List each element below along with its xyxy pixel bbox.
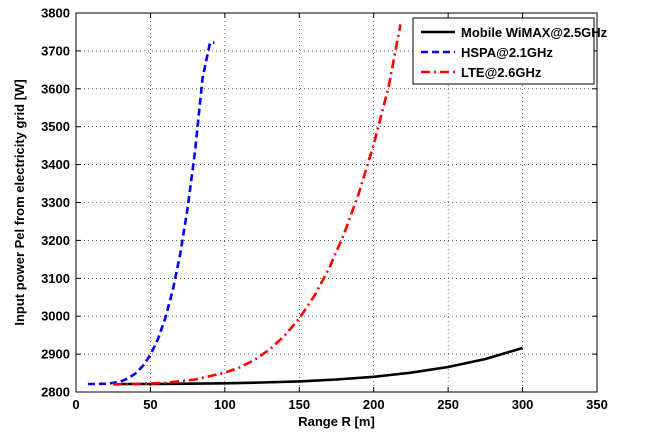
grid — [76, 13, 597, 392]
y-tick-label: 3700 — [41, 43, 70, 58]
y-tick-label: 3300 — [41, 195, 70, 210]
y-tick-label: 2900 — [41, 347, 70, 362]
legend-label: LTE@2.6GHz — [461, 65, 542, 80]
y-tick-label: 3500 — [41, 119, 70, 134]
x-tick-label: 50 — [143, 397, 157, 412]
y-tick-label: 3000 — [41, 309, 70, 324]
y-tick-label: 3200 — [41, 233, 70, 248]
legend-label: Mobile WiMAX@2.5GHz — [461, 25, 608, 40]
legend: Mobile WiMAX@2.5GHz HSPA@2.1GHz LTE@2.6GHz — [412, 17, 608, 85]
y-tick-label: 3100 — [41, 271, 70, 286]
x-tick-label: 100 — [214, 397, 236, 412]
x-tick-label: 300 — [512, 397, 534, 412]
y-tick-label: 3400 — [41, 157, 70, 172]
axis-ticks: 0 50 100 150 200 250 300 350 2800 2900 3000 3100 320… — [41, 6, 608, 413]
x-tick-label: 200 — [363, 397, 385, 412]
y-tick-label: 2800 — [41, 385, 70, 400]
x-tick-label: 0 — [72, 397, 79, 412]
x-tick-label: 350 — [586, 397, 608, 412]
series-line — [120, 346, 523, 386]
y-tick-label: 3600 — [41, 81, 70, 96]
x-tick-label: 250 — [437, 397, 459, 412]
x-axis-title: Range R [m] — [298, 414, 375, 429]
series-line — [113, 24, 402, 386]
series-lines — [87, 24, 523, 386]
legend-label: HSPA@2.1GHz — [461, 45, 553, 60]
y-axis-title: Input power Pel from electricity grid [W… — [12, 79, 27, 325]
series-line — [87, 41, 215, 386]
y-tick-label: 3800 — [41, 6, 70, 21]
x-tick-label: 150 — [288, 397, 310, 412]
